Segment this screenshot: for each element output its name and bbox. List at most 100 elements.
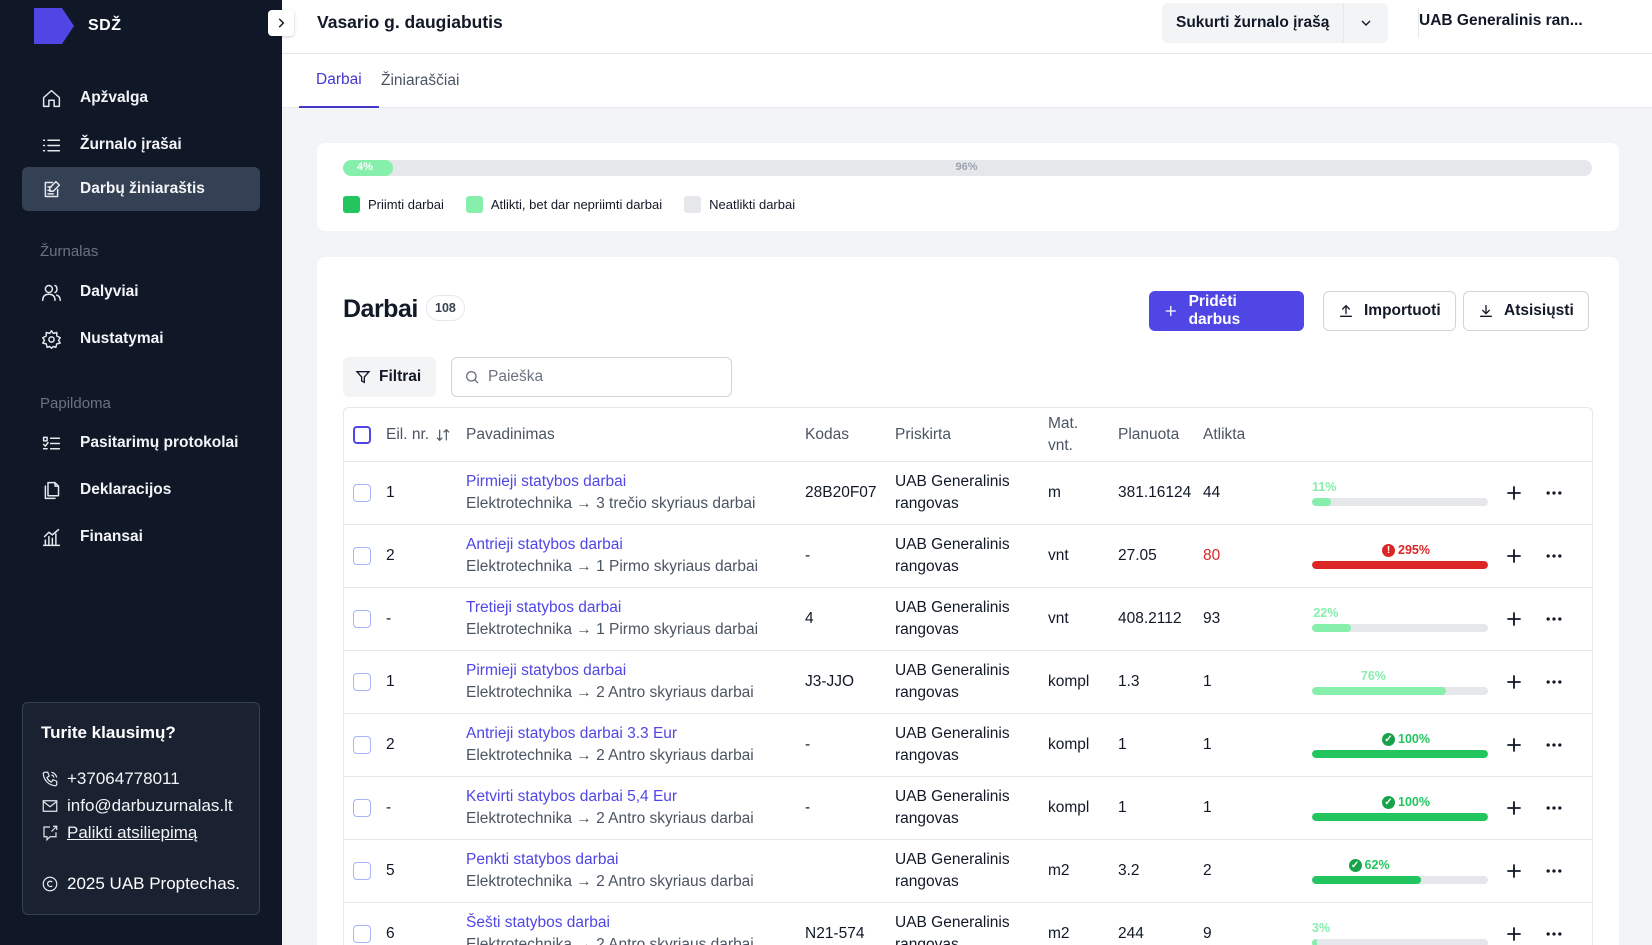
tab-works[interactable]: Darbai bbox=[299, 54, 379, 108]
row-unit: vnt bbox=[1048, 610, 1069, 627]
sidebar-item-work-sheet[interactable]: Darbų žiniaraštis bbox=[22, 167, 260, 211]
work-name-link[interactable]: Antrieji statybos darbai bbox=[466, 536, 623, 553]
column-nr[interactable]: Eil. nr. bbox=[386, 408, 451, 461]
sidebar-item-declarations[interactable]: Deklaracijos bbox=[22, 468, 260, 512]
row-progress-track bbox=[1312, 876, 1488, 884]
add-progress-button[interactable] bbox=[1502, 714, 1526, 776]
copyright-icon bbox=[42, 876, 58, 892]
row-unit: m2 bbox=[1048, 925, 1070, 942]
row-progress-label: 22% bbox=[1313, 606, 1338, 620]
select-all-checkbox[interactable] bbox=[353, 425, 371, 444]
legend-label: Neatlikti darbai bbox=[709, 197, 796, 212]
add-progress-button[interactable] bbox=[1502, 651, 1526, 713]
sort-icon bbox=[436, 428, 450, 441]
create-entry-dropdown-button[interactable] bbox=[1344, 3, 1388, 43]
sidebar-item-journal-entries[interactable]: Žurnalo įrašai bbox=[22, 123, 260, 167]
add-progress-button[interactable] bbox=[1502, 462, 1526, 524]
gear-icon bbox=[40, 328, 62, 350]
row-progress-track bbox=[1312, 813, 1488, 821]
row-assigned: UAB Generalinis rangovas bbox=[895, 588, 1010, 650]
table-row[interactable]: 1 Pirmieji statybos darbai Elektrotechnika… bbox=[344, 651, 1592, 714]
add-progress-button[interactable] bbox=[1502, 588, 1526, 650]
download-icon bbox=[1480, 305, 1492, 317]
row-name-cell: Šešti statybos darbai Elektrotechnika → 2… bbox=[466, 903, 754, 945]
sidebar-item-finance[interactable]: Finansai bbox=[22, 515, 260, 559]
row-progress-label: ✓ 100% bbox=[1382, 795, 1430, 809]
row-menu-button[interactable] bbox=[1540, 651, 1568, 713]
row-checkbox[interactable] bbox=[353, 799, 371, 817]
add-progress-button[interactable] bbox=[1502, 525, 1526, 587]
work-name-link[interactable]: Tretieji statybos darbai bbox=[466, 599, 622, 616]
search-input[interactable] bbox=[488, 368, 708, 386]
work-name-link[interactable]: Pirmieji statybos darbai bbox=[466, 473, 627, 490]
row-progress-label: ✓ 100% bbox=[1382, 732, 1430, 746]
table-row[interactable]: 5 Penkti statybos darbai Elektrotechnika →… bbox=[344, 840, 1592, 903]
table-row[interactable]: - Ketvirti statybos darbai 5,4 Eur Elektro… bbox=[344, 777, 1592, 840]
plus-icon bbox=[1507, 486, 1521, 500]
row-progress-track bbox=[1312, 687, 1488, 695]
column-unit: Mat. vnt. bbox=[1048, 408, 1078, 461]
feedback-link[interactable]: Palikti atsiliepimą bbox=[41, 819, 241, 846]
row-progress-pct: 11% bbox=[1312, 480, 1337, 494]
row-assigned: UAB Generalinis rangovas bbox=[895, 525, 1010, 587]
table-row[interactable]: 6 Šešti statybos darbai Elektrotechnika → … bbox=[344, 903, 1592, 945]
row-progress-track bbox=[1312, 561, 1488, 569]
row-checkbox[interactable] bbox=[353, 547, 371, 565]
sidebar-item-overview[interactable]: Apžvalga bbox=[22, 76, 260, 120]
search-icon bbox=[466, 371, 479, 384]
row-menu-button[interactable] bbox=[1540, 903, 1568, 945]
row-menu-button[interactable] bbox=[1540, 525, 1568, 587]
sidebar-item-label: Darbų žiniaraštis bbox=[80, 180, 205, 197]
work-path: Elektrotechnika → 2 Antro skyriaus darba… bbox=[466, 936, 754, 945]
row-progress-pct: 295% bbox=[1398, 543, 1430, 557]
work-name-link[interactable]: Ketvirti statybos darbai 5,4 Eur bbox=[466, 788, 678, 805]
row-assigned-line2: rangovas bbox=[895, 747, 959, 764]
row-checkbox[interactable] bbox=[353, 862, 371, 880]
tab-sheets[interactable]: Žiniaraščiai bbox=[381, 72, 460, 89]
row-menu-button[interactable] bbox=[1540, 840, 1568, 902]
import-label: Importuoti bbox=[1364, 302, 1441, 319]
table-row[interactable]: 1 Pirmieji statybos darbai Elektrotechnika… bbox=[344, 462, 1592, 525]
row-menu-button[interactable] bbox=[1540, 588, 1568, 650]
row-assigned-line1: UAB Generalinis bbox=[895, 473, 1010, 490]
work-name-link[interactable]: Penkti statybos darbai bbox=[466, 851, 619, 868]
help-phone[interactable]: +37064778011 bbox=[41, 765, 241, 792]
table-row[interactable]: - Tretieji statybos darbai Elektrotechnika… bbox=[344, 588, 1592, 651]
row-checkbox[interactable] bbox=[353, 484, 371, 502]
company-selector[interactable]: UAB Generalinis ran... bbox=[1419, 12, 1583, 29]
row-checkbox[interactable] bbox=[353, 736, 371, 754]
more-horizontal-icon bbox=[1546, 680, 1562, 684]
help-email[interactable]: info@darbuzurnalas.lt bbox=[41, 792, 241, 819]
sidebar-item-participants[interactable]: Dalyviai bbox=[22, 270, 260, 314]
table-row[interactable]: 2 Antrieji statybos darbai Elektrotechnika… bbox=[344, 525, 1592, 588]
column-unit-line2: vnt. bbox=[1048, 436, 1073, 454]
row-checkbox[interactable] bbox=[353, 925, 371, 943]
add-progress-button[interactable] bbox=[1502, 777, 1526, 839]
home-icon bbox=[40, 87, 62, 109]
filters-button[interactable]: Filtrai bbox=[343, 357, 436, 397]
logo[interactable]: SDŽ bbox=[34, 8, 122, 44]
work-name-link[interactable]: Šešti statybos darbai bbox=[466, 914, 610, 931]
create-entry-button[interactable]: Sukurti žurnalo įrašą bbox=[1162, 3, 1345, 43]
download-button[interactable]: Atsisiųsti bbox=[1463, 291, 1589, 331]
work-name-link[interactable]: Antrieji statybos darbai 3.3 Eur bbox=[466, 725, 678, 742]
row-menu-button[interactable] bbox=[1540, 714, 1568, 776]
search-field[interactable] bbox=[451, 357, 732, 397]
import-button[interactable]: Importuoti bbox=[1323, 291, 1456, 331]
work-name-link[interactable]: Pirmieji statybos darbai bbox=[466, 662, 627, 679]
row-checkbox[interactable] bbox=[353, 610, 371, 628]
row-checkbox[interactable] bbox=[353, 673, 371, 691]
add-progress-button[interactable] bbox=[1502, 903, 1526, 945]
sidebar-item-settings[interactable]: Nustatymai bbox=[22, 317, 260, 361]
row-nr: - bbox=[386, 610, 392, 627]
row-menu-button[interactable] bbox=[1540, 777, 1568, 839]
sidebar-item-meeting-protocols[interactable]: Pasitarimų protokolai bbox=[22, 421, 260, 465]
sidebar-toggle-button[interactable] bbox=[268, 10, 294, 36]
section-label-extra: Papildoma bbox=[40, 395, 111, 412]
add-works-button[interactable]: Pridėti darbus bbox=[1149, 291, 1304, 331]
row-menu-button[interactable] bbox=[1540, 462, 1568, 524]
row-done: 1 bbox=[1203, 736, 1212, 753]
add-progress-button[interactable] bbox=[1502, 840, 1526, 902]
plus-icon bbox=[1507, 927, 1521, 941]
table-row[interactable]: 2 Antrieji statybos darbai 3.3 Eur Elektro… bbox=[344, 714, 1592, 777]
